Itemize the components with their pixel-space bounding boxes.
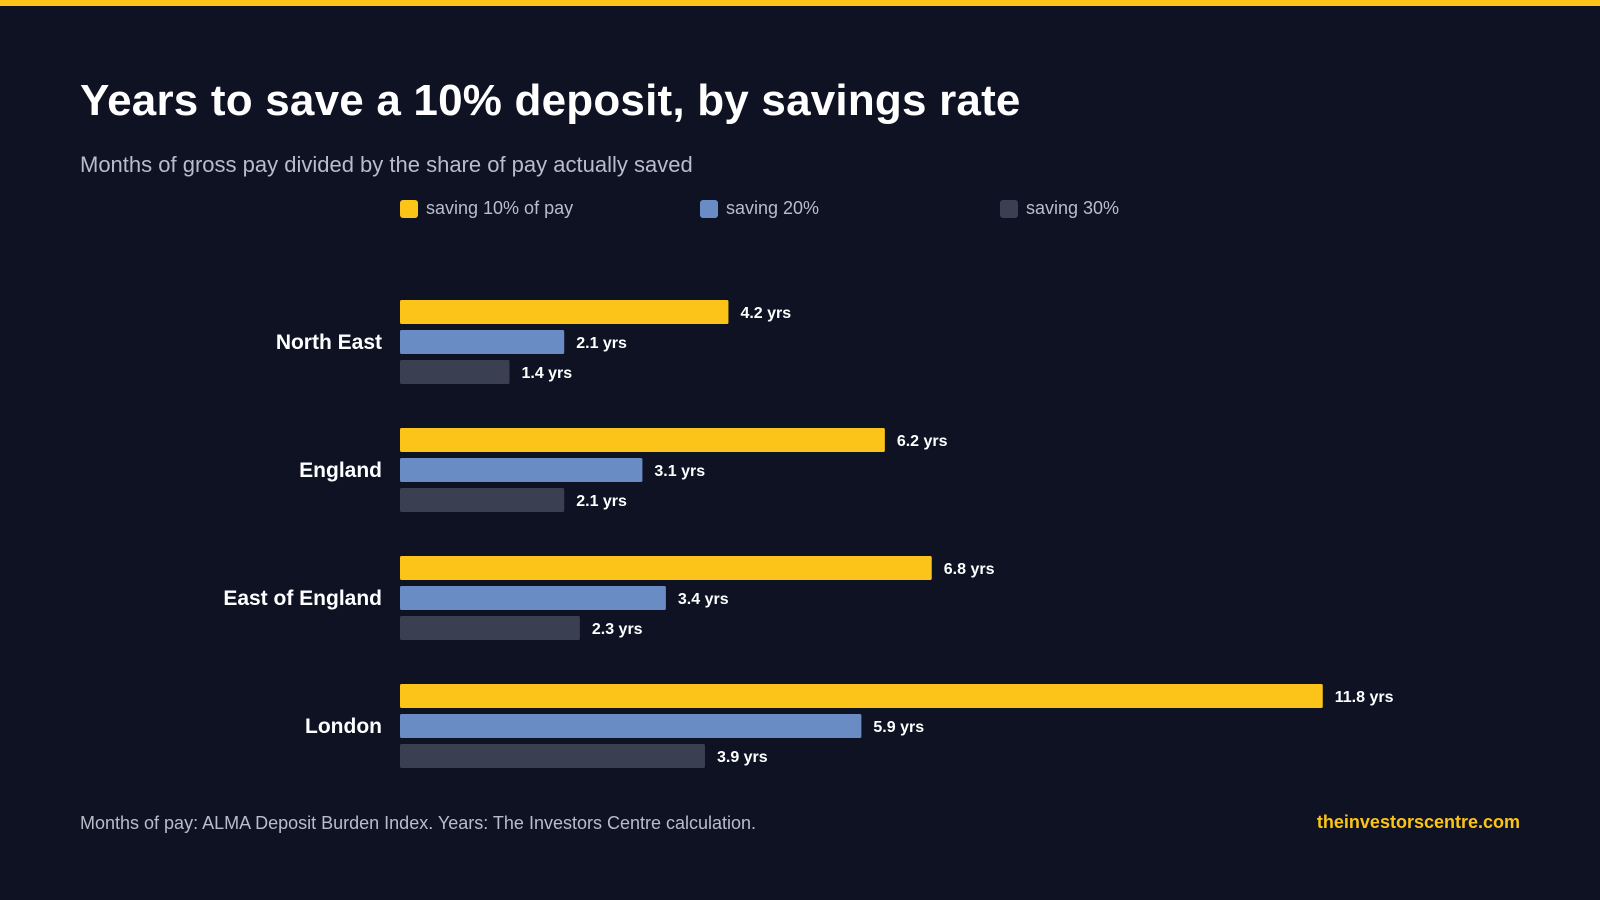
value-label-east-of-england-series-2: 3.4 yrs xyxy=(678,591,729,608)
bar-east-of-england-series-1 xyxy=(400,556,932,580)
legend-swatch-30pct xyxy=(1000,199,1018,218)
category-label-london: London xyxy=(305,715,382,738)
legend-item-10pct: saving 10% of pay xyxy=(400,198,573,219)
category-label-east-of-england: East of England xyxy=(223,587,382,610)
brand-link[interactable]: theinvestorscentre.com xyxy=(1316,812,1520,832)
bar-england-series-3 xyxy=(400,488,565,512)
source-note: Months of pay: ALMA Deposit Burden Index… xyxy=(80,813,757,833)
chart-subtitle: Months of gross pay divided by the share… xyxy=(80,152,693,177)
value-label-england-series-3: 2.1 yrs xyxy=(576,493,627,510)
bar-london-series-3 xyxy=(400,744,705,768)
bar-north-east-series-3 xyxy=(400,360,510,384)
value-label-london-series-3: 3.9 yrs xyxy=(717,749,768,766)
bar-east-of-england-series-2 xyxy=(400,586,666,610)
category-label-north-east: North East xyxy=(276,331,382,354)
chart-title: Years to save a 10% deposit, by savings … xyxy=(80,76,1021,125)
legend-item-30pct: saving 30% xyxy=(1000,198,1119,219)
accent-top-bar xyxy=(0,0,1600,6)
value-label-england-series-1: 6.2 yrs xyxy=(897,433,948,450)
value-label-london-series-1: 11.8 yrs xyxy=(1335,689,1394,706)
bar-east-of-england-series-3 xyxy=(400,616,580,640)
value-label-north-east-series-2: 2.1 yrs xyxy=(576,335,627,352)
value-label-north-east-series-3: 1.4 yrs xyxy=(521,365,572,382)
value-label-london-series-2: 5.9 yrs xyxy=(873,719,924,736)
category-label-england: England xyxy=(299,459,382,482)
legend-label-30pct: saving 30% xyxy=(1026,198,1120,218)
bar-london-series-1 xyxy=(400,684,1323,708)
chart-legend: saving 10% of pay saving 20% saving 30% xyxy=(400,198,1400,222)
legend-swatch-20pct xyxy=(700,199,718,218)
bar-england-series-2 xyxy=(400,458,643,482)
legend-swatch-10pct xyxy=(400,199,418,218)
value-label-east-of-england-series-3: 2.3 yrs xyxy=(592,621,643,638)
bar-north-east-series-2 xyxy=(400,330,565,354)
bar-england-series-1 xyxy=(400,428,885,452)
bar-north-east-series-1 xyxy=(400,300,729,324)
value-label-england-series-2: 3.1 yrs xyxy=(654,463,705,480)
bar-london-series-2 xyxy=(400,714,862,738)
legend-item-20pct: saving 20% xyxy=(700,198,819,219)
legend-label-20pct: saving 20% xyxy=(726,198,820,218)
value-label-north-east-series-1: 4.2 yrs xyxy=(740,305,791,322)
legend-label-10pct: saving 10% of pay xyxy=(426,198,574,218)
value-label-east-of-england-series-1: 6.8 yrs xyxy=(944,561,995,578)
